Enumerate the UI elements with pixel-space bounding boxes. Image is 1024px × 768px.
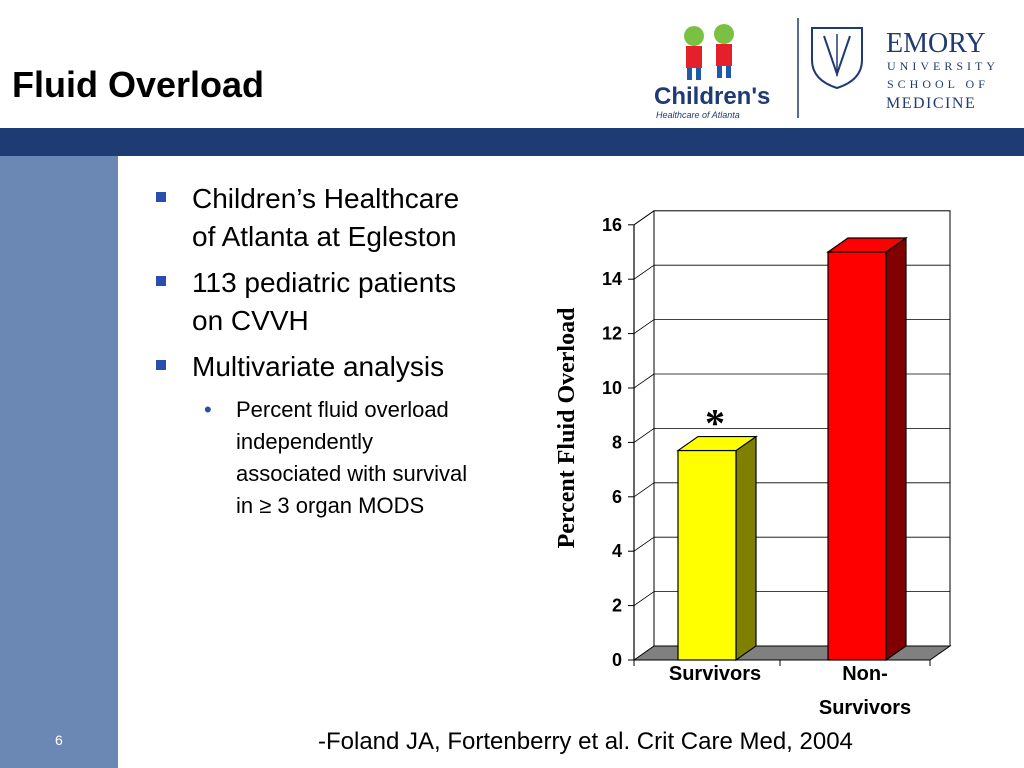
childrens-logo-sub: Healthcare of Atlanta — [656, 110, 740, 120]
gridline-side — [633, 264, 655, 280]
emory-shield-icon — [811, 27, 863, 90]
y-tick-label: 12 — [602, 324, 622, 344]
gridline-side — [633, 482, 655, 498]
bullet-item: Multivariate analysis — [152, 348, 542, 386]
gridline-side — [633, 536, 655, 552]
bullet-text: of Atlanta at Egleston — [192, 221, 457, 252]
bullet-text: on CVVH — [192, 305, 309, 336]
emory-logo-line2: UNIVERSITY — [887, 59, 999, 73]
sub-bullet-item: • Percent fluid overload independently a… — [152, 394, 542, 522]
bar-chart: 0 2 4 6 8 10 12 14 16 Percent Fluid Overload Survi… — [554, 210, 952, 719]
gridline-side — [633, 428, 655, 443]
sub-bullet-text: in ≥ 3 organ MODS — [236, 493, 425, 518]
y-tick-label: 4 — [612, 541, 622, 561]
bullet-text: Multivariate analysis — [192, 351, 445, 382]
bullet-item: 113 pediatric patients on CVVH — [152, 264, 542, 340]
bar — [677, 449, 737, 661]
gridline-side — [633, 319, 655, 334]
slide-number: 6 — [55, 732, 63, 748]
emory-logo-line3: SCHOOL OF — [887, 77, 989, 91]
y-tick-label: 6 — [612, 487, 622, 507]
logo-area: Children's Healthcare of Atlanta EMORY U… — [654, 18, 999, 120]
y-tick-label: 10 — [602, 378, 622, 398]
childrens-logo: Children's Healthcare of Atlanta — [654, 24, 770, 120]
slide-title: Fluid Overload — [12, 64, 265, 105]
bullet-list: Children’s Healthcare of Atlanta at Egle… — [152, 180, 542, 522]
bar-side — [735, 435, 757, 662]
gridline-side — [633, 591, 655, 606]
sub-bullet-text: associated with survival — [236, 461, 468, 486]
y-tick-label: 2 — [612, 596, 622, 616]
bullet-text: 113 pediatric patients — [192, 267, 457, 298]
square-bullet-icon — [156, 276, 166, 286]
header-bar — [0, 128, 1024, 156]
side-wall-top — [633, 210, 655, 226]
x-tick-label: Survivors — [669, 663, 761, 685]
round-bullet-icon: • — [204, 397, 212, 422]
bar — [827, 251, 887, 661]
y-tick-label: 0 — [612, 650, 622, 670]
significance-asterisk: * — [705, 401, 725, 446]
emory-logo-line1: EMORY — [886, 28, 986, 59]
square-bullet-icon — [156, 192, 166, 202]
bullet-text: Children’s Healthcare — [192, 183, 460, 214]
sub-bullet-text: Percent fluid overload — [236, 397, 449, 422]
square-bullet-icon — [156, 360, 166, 370]
bar-side — [885, 236, 907, 662]
y-tick-label: 14 — [602, 269, 622, 289]
side-bar — [0, 156, 118, 768]
emory-logo-line4: MEDICINE — [886, 95, 976, 112]
y-tick-label: 8 — [612, 432, 622, 452]
sub-bullet-text: independently — [236, 429, 374, 454]
y-axis-title: Percent Fluid Overload — [554, 307, 580, 549]
gridline-side — [633, 373, 655, 389]
x-tick-label: Non- — [842, 663, 888, 685]
childrens-logo-name: Children's — [654, 83, 770, 110]
bullet-item: Children’s Healthcare of Atlanta at Egle… — [152, 180, 542, 256]
y-tick-label: 16 — [602, 215, 622, 235]
x-tick-label: Survivors — [819, 697, 911, 719]
citation: -Foland JA, Fortenberry et al. Crit Care… — [318, 728, 853, 755]
